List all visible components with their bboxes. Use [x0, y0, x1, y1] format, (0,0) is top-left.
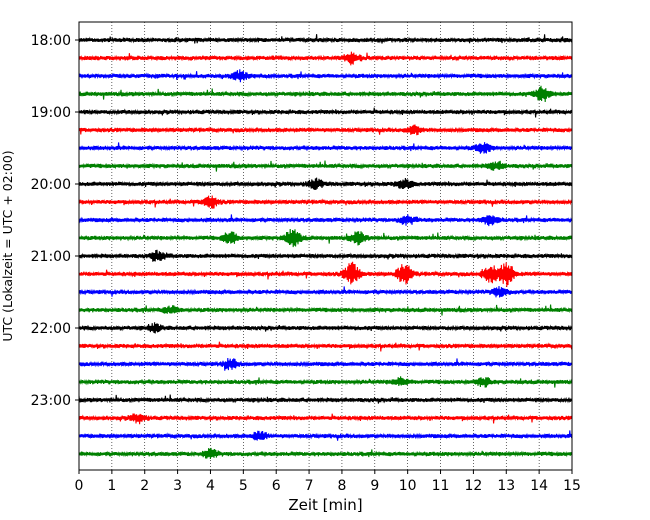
x-tick-label: 15: [563, 478, 581, 494]
x-axis-ticks: 0 1 2 3 4 5 6 7 8 9 10 11 12 13 14 15: [75, 470, 581, 494]
x-tick-label: 10: [399, 478, 417, 494]
x-axis-label: Zeit [min]: [288, 496, 362, 514]
y-tick-label: 23:00: [31, 393, 71, 409]
trace-2245: [78, 376, 573, 388]
trace-1915: [78, 124, 573, 136]
trace-2230: [78, 357, 573, 371]
trace-2000: [78, 177, 573, 191]
trace-2300: [78, 394, 573, 404]
plot-frame: [78, 21, 573, 471]
trace-2345: [78, 447, 573, 459]
y-tick-label: 21:00: [31, 249, 71, 265]
trace-2330: [78, 430, 573, 441]
trace-2130: [78, 285, 573, 298]
y-tick-label: 22:00: [31, 321, 71, 337]
trace-2115: [78, 261, 573, 287]
y-tick-label: 20:00: [31, 177, 71, 193]
y-axis-label: UTC (Lokalzeit = UTC + 02:00): [0, 150, 15, 341]
trace-2100: [78, 249, 573, 262]
x-tick-label: 12: [464, 478, 482, 494]
trace-1945: [78, 160, 573, 172]
trace-2315: [78, 413, 573, 425]
trace-1845: [78, 85, 573, 103]
grid-lines: [111, 22, 540, 470]
x-tick-label: 14: [530, 478, 548, 494]
x-tick-label: 4: [206, 478, 215, 494]
trace-1900: [78, 107, 573, 118]
x-tick-label: 1: [107, 478, 116, 494]
trace-2030: [78, 214, 573, 227]
trace-1800: [78, 34, 573, 44]
trace-1930: [78, 142, 573, 154]
x-tick-label: 5: [239, 478, 248, 494]
x-tick-label: 8: [337, 478, 346, 494]
x-tick-label: 7: [305, 478, 314, 494]
trace-1815: [78, 51, 573, 66]
y-tick-label: 18:00: [31, 33, 71, 49]
x-tick-label: 0: [75, 478, 84, 494]
trace-2145: [78, 304, 573, 316]
x-tick-label: 3: [173, 478, 182, 494]
trace-2200: [78, 322, 573, 334]
y-axis-ticks: 18:00 19:00 20:00 21:00 22:00 23:00: [31, 33, 79, 409]
x-tick-label: 6: [272, 478, 281, 494]
seismic-traces: [78, 34, 573, 459]
trace-2215: [78, 341, 573, 352]
trace-1830: [78, 69, 573, 83]
x-tick-label: 2: [140, 478, 149, 494]
trace-2015: [78, 195, 573, 209]
trace-2045: [78, 229, 573, 248]
x-tick-label: 11: [432, 478, 450, 494]
y-tick-label: 19:00: [31, 105, 71, 121]
x-tick-label: 13: [497, 478, 515, 494]
x-tick-label: 9: [370, 478, 379, 494]
